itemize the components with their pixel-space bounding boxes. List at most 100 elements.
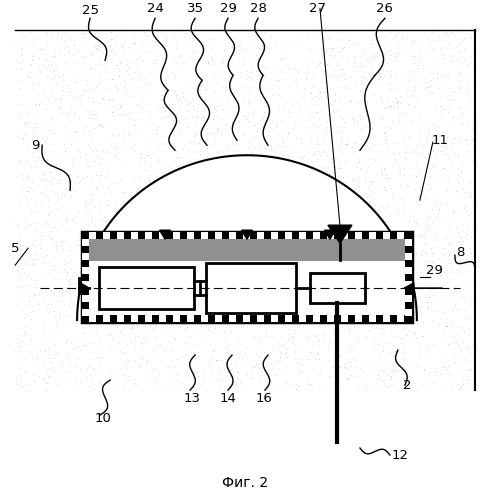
Point (296, 360, 304, 368)
Point (465, 280, 473, 288)
Point (471, 122, 479, 130)
Point (65, 300, 73, 308)
Point (62, 214, 70, 222)
Point (415, 264, 422, 272)
Point (132, 100, 140, 108)
Point (55, 275, 63, 283)
Point (47, 178, 54, 186)
Point (459, 244, 467, 252)
Point (296, 385, 304, 393)
Point (42, 50, 50, 58)
Point (101, 213, 109, 221)
Point (112, 152, 120, 160)
Point (318, 162, 326, 170)
Point (92, 184, 99, 192)
Point (379, 66, 387, 74)
Point (60, 58, 68, 66)
Point (386, 102, 393, 110)
Point (35, 112, 43, 120)
Point (182, 366, 190, 374)
Point (94, 367, 101, 375)
Point (139, 342, 147, 349)
Point (23, 71, 31, 79)
Point (73, 240, 81, 248)
Point (346, 74, 354, 82)
Point (198, 78, 206, 86)
Point (210, 78, 218, 86)
Point (116, 58, 124, 66)
Point (449, 143, 457, 151)
Point (189, 318, 197, 326)
Point (419, 318, 427, 326)
Point (189, 104, 197, 112)
Point (374, 324, 382, 332)
Point (111, 50, 119, 58)
Point (411, 217, 418, 225)
Point (415, 54, 422, 62)
Point (235, 42, 243, 50)
Point (313, 108, 321, 116)
Point (452, 352, 460, 360)
Point (130, 44, 138, 52)
Bar (327, 232, 334, 239)
Point (438, 146, 445, 154)
Bar (89, 232, 96, 239)
Point (441, 386, 449, 394)
Point (418, 332, 426, 340)
Point (381, 128, 389, 136)
Point (390, 192, 397, 200)
Point (251, 133, 259, 141)
Point (347, 96, 355, 104)
Point (75, 101, 83, 109)
Point (315, 341, 322, 349)
Point (328, 330, 336, 338)
Point (284, 112, 292, 120)
Point (136, 175, 144, 183)
Point (413, 116, 420, 124)
Point (442, 322, 450, 330)
Point (50, 264, 58, 272)
Point (73, 236, 80, 244)
Point (20, 314, 28, 322)
Point (261, 119, 269, 127)
Point (222, 84, 230, 92)
Point (361, 84, 369, 92)
Point (234, 40, 242, 48)
Point (190, 132, 198, 140)
Point (170, 70, 178, 78)
Point (90, 44, 98, 52)
Point (67, 338, 75, 346)
Point (171, 142, 179, 150)
Point (389, 149, 396, 157)
Point (236, 68, 244, 76)
Point (32, 346, 40, 354)
Point (161, 362, 169, 370)
Point (35, 300, 43, 308)
Point (447, 378, 455, 386)
Point (122, 110, 130, 118)
Point (88, 114, 96, 122)
Point (343, 374, 351, 382)
Point (194, 113, 202, 121)
Point (228, 118, 236, 126)
Point (116, 326, 124, 334)
Point (122, 90, 130, 98)
Point (398, 111, 406, 119)
Point (270, 322, 277, 330)
Point (45, 231, 53, 239)
Point (150, 66, 158, 74)
Point (296, 30, 304, 38)
Point (70, 36, 78, 44)
Point (410, 81, 417, 89)
Point (206, 317, 214, 325)
Point (464, 344, 471, 351)
Point (28, 258, 36, 266)
Point (283, 338, 291, 346)
Point (362, 335, 369, 343)
Point (55, 95, 63, 103)
Point (62, 148, 70, 156)
Point (467, 366, 475, 374)
Point (32, 100, 40, 108)
Point (371, 54, 379, 62)
Point (461, 306, 468, 314)
